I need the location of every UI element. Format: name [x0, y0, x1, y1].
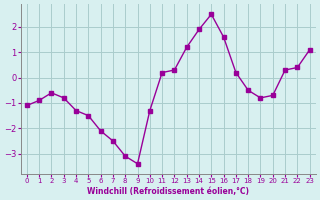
X-axis label: Windchill (Refroidissement éolien,°C): Windchill (Refroidissement éolien,°C) — [87, 187, 249, 196]
